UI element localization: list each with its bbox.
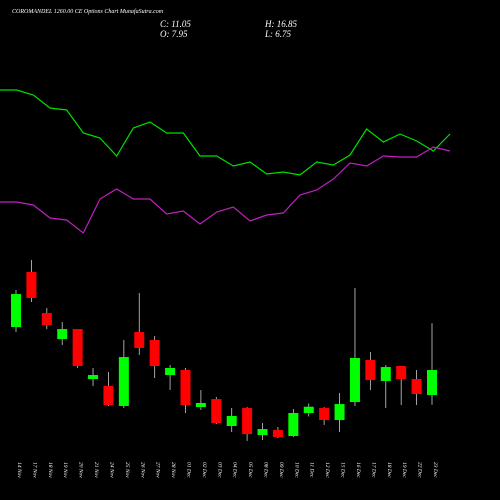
candle-body (334, 404, 345, 421)
candle-body (149, 340, 160, 366)
x-tick-label: 17 Dec (370, 462, 376, 478)
x-tick-label: 26 Nov (139, 462, 145, 478)
x-tick-label: 20 Nov (78, 462, 84, 478)
candle-body (396, 365, 407, 380)
x-tick-label: 01 Dec (185, 462, 191, 478)
candle-body (211, 399, 222, 424)
chart-title: COROMANDEL 1260.00 CE Options Chart Muna… (12, 8, 164, 15)
close-label: C: 11.05 (160, 19, 191, 29)
indicator-line (0, 146, 451, 234)
open-label: O: 7.95 (160, 29, 188, 39)
x-tick-label: 15 Dec (340, 462, 346, 478)
candle-body (103, 385, 114, 406)
x-tick-label: 04 Dec (232, 462, 239, 478)
candle-body (195, 403, 206, 408)
candle-body (349, 358, 360, 403)
x-tick-label: 18 Nov (47, 462, 53, 478)
candle-body (319, 408, 330, 421)
candle-body (427, 370, 437, 396)
candle-body (257, 429, 268, 436)
candle-body (288, 413, 299, 436)
candle-body (180, 370, 191, 406)
x-tick-label: 24 Nov (108, 462, 115, 478)
candle-body (365, 360, 376, 381)
x-tick-label: 08 Dec (263, 462, 269, 478)
candle-body (26, 272, 37, 298)
x-tick-label: 10 Dec (293, 462, 299, 478)
x-tick-label: 14 Nov (16, 462, 23, 478)
x-tick-label: 12 Dec (324, 462, 330, 478)
x-tick-label: 25 Nov (124, 462, 130, 478)
x-tick-label: 27 Nov (155, 462, 161, 478)
candle-body (165, 368, 176, 376)
x-tick-label: 11 Dec (309, 462, 315, 478)
candle-body (41, 312, 52, 326)
x-tick-label: 23 Dec (432, 462, 438, 478)
candle-body (11, 294, 21, 328)
x-tick-label: 28 Nov (170, 462, 176, 478)
x-tick-label: 19 Nov (62, 462, 68, 478)
high-label: H: 16.85 (264, 19, 297, 29)
candle-body (380, 367, 391, 381)
x-tick-label: 09 Dec (278, 462, 284, 478)
x-tick-label: 16 Dec (355, 462, 361, 478)
candle-body (57, 329, 68, 340)
candle-body (272, 430, 283, 438)
x-tick-label: 18 Dec (386, 462, 392, 478)
candle-body (303, 406, 314, 414)
candle-body (226, 415, 237, 426)
candle-body (118, 357, 129, 406)
x-tick-label: 21 Nov (93, 462, 99, 478)
x-tick-label: 03 Dec (216, 462, 222, 478)
x-tick-label: 17 Nov (31, 462, 37, 478)
x-tick-label: 19 Dec (401, 462, 407, 478)
x-tick-label: 02 Dec (201, 462, 207, 478)
candle-body (88, 375, 99, 380)
indicator-line (0, 89, 451, 176)
candle-body (134, 332, 145, 348)
candle-body (242, 408, 253, 435)
x-tick-label: 22 Dec (417, 462, 423, 478)
candle-body (72, 329, 83, 366)
x-tick-label: 05 Dec (247, 462, 253, 478)
candle-body (411, 379, 422, 395)
low-label: L: 6.75 (264, 29, 292, 39)
